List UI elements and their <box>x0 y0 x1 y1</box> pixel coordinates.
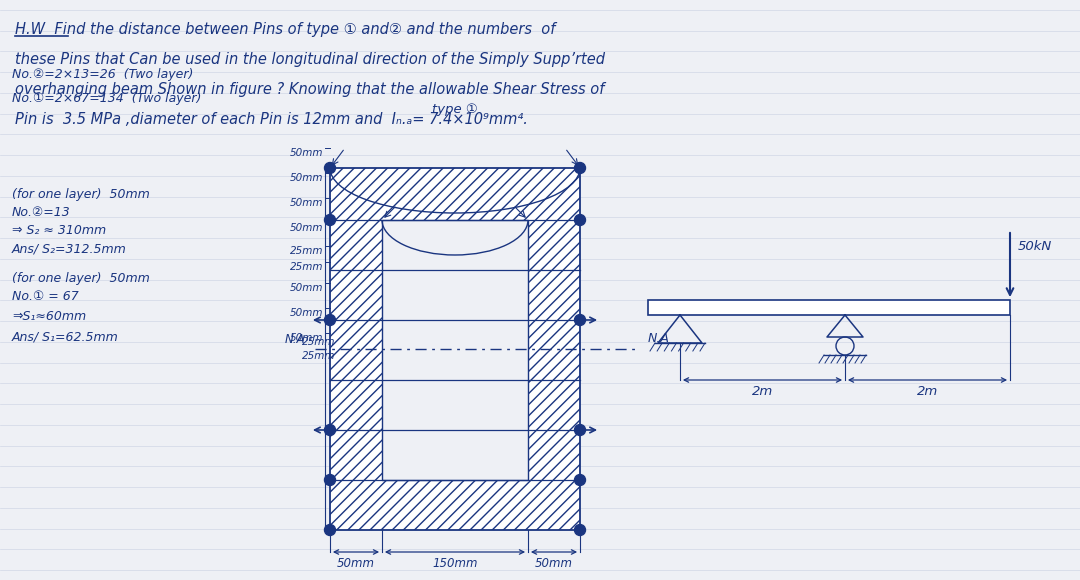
Text: 50mm: 50mm <box>289 198 323 208</box>
Text: 50mm: 50mm <box>289 148 323 158</box>
Text: (for one layer)  50mm: (for one layer) 50mm <box>12 272 150 285</box>
Text: 50mm: 50mm <box>337 557 375 570</box>
Bar <box>382 220 528 480</box>
Text: 50mm: 50mm <box>289 283 323 293</box>
Text: (for one layer)  50mm: (for one layer) 50mm <box>12 188 150 201</box>
Text: 2m: 2m <box>917 385 939 398</box>
Circle shape <box>575 474 585 485</box>
Text: 50mm: 50mm <box>289 223 323 233</box>
Text: Ans/ S₁=62.5mm: Ans/ S₁=62.5mm <box>12 330 119 343</box>
Text: No.① = 67: No.① = 67 <box>12 290 79 303</box>
Circle shape <box>324 425 336 436</box>
Text: overhanging beam Shown in figure ? Knowing that the allowable Shear Stress of: overhanging beam Shown in figure ? Knowi… <box>15 82 605 97</box>
Text: 25mm: 25mm <box>289 262 323 272</box>
Text: 25mm: 25mm <box>302 337 336 347</box>
Text: 50mm: 50mm <box>289 308 323 318</box>
Circle shape <box>324 314 336 325</box>
Text: these Pins that Can be used in the longitudinal direction of the Simply Supp’rte: these Pins that Can be used in the longi… <box>15 52 605 67</box>
Bar <box>382 220 528 480</box>
Bar <box>330 168 580 530</box>
Circle shape <box>575 314 585 325</box>
Text: 50mm: 50mm <box>535 557 573 570</box>
Text: Ans/ S₂=312.5mm: Ans/ S₂=312.5mm <box>12 242 126 255</box>
Circle shape <box>575 162 585 173</box>
Text: 50mm: 50mm <box>289 333 323 343</box>
Text: 25mm: 25mm <box>289 246 323 256</box>
Text: type②: type② <box>455 245 496 258</box>
Text: No.①=2×67=134  (Two layer): No.①=2×67=134 (Two layer) <box>12 92 201 105</box>
Circle shape <box>575 215 585 226</box>
Text: 150mm: 150mm <box>432 557 477 570</box>
Text: 2m: 2m <box>752 385 773 398</box>
Text: N.A: N.A <box>648 332 670 345</box>
Circle shape <box>575 425 585 436</box>
Circle shape <box>324 215 336 226</box>
Text: No.②=2×13=26  (Two layer): No.②=2×13=26 (Two layer) <box>12 68 193 81</box>
Text: No.②=13: No.②=13 <box>12 206 71 219</box>
Text: ⇒ S₂ ≈ 310mm: ⇒ S₂ ≈ 310mm <box>12 224 106 237</box>
Text: ⇒S₁≈60mm: ⇒S₁≈60mm <box>12 310 86 323</box>
Bar <box>648 300 1010 315</box>
Text: 25mm: 25mm <box>302 351 336 361</box>
Text: 50kN: 50kN <box>1018 240 1052 253</box>
Circle shape <box>324 474 336 485</box>
Circle shape <box>324 162 336 173</box>
Text: type ①: type ① <box>432 103 477 116</box>
Text: N.A: N.A <box>285 333 306 346</box>
Bar <box>330 168 580 530</box>
Circle shape <box>575 524 585 535</box>
Text: 50mm: 50mm <box>289 173 323 183</box>
Circle shape <box>324 524 336 535</box>
Text: H.W  Find the distance between Pins of type ① and② and the numbers  of: H.W Find the distance between Pins of ty… <box>15 22 555 37</box>
Text: Pin is  3.5 MPa ,diameter of each Pin is 12mm and  Iₙ.ₐ= 7.4×10⁹mm⁴.: Pin is 3.5 MPa ,diameter of each Pin is … <box>15 112 528 127</box>
